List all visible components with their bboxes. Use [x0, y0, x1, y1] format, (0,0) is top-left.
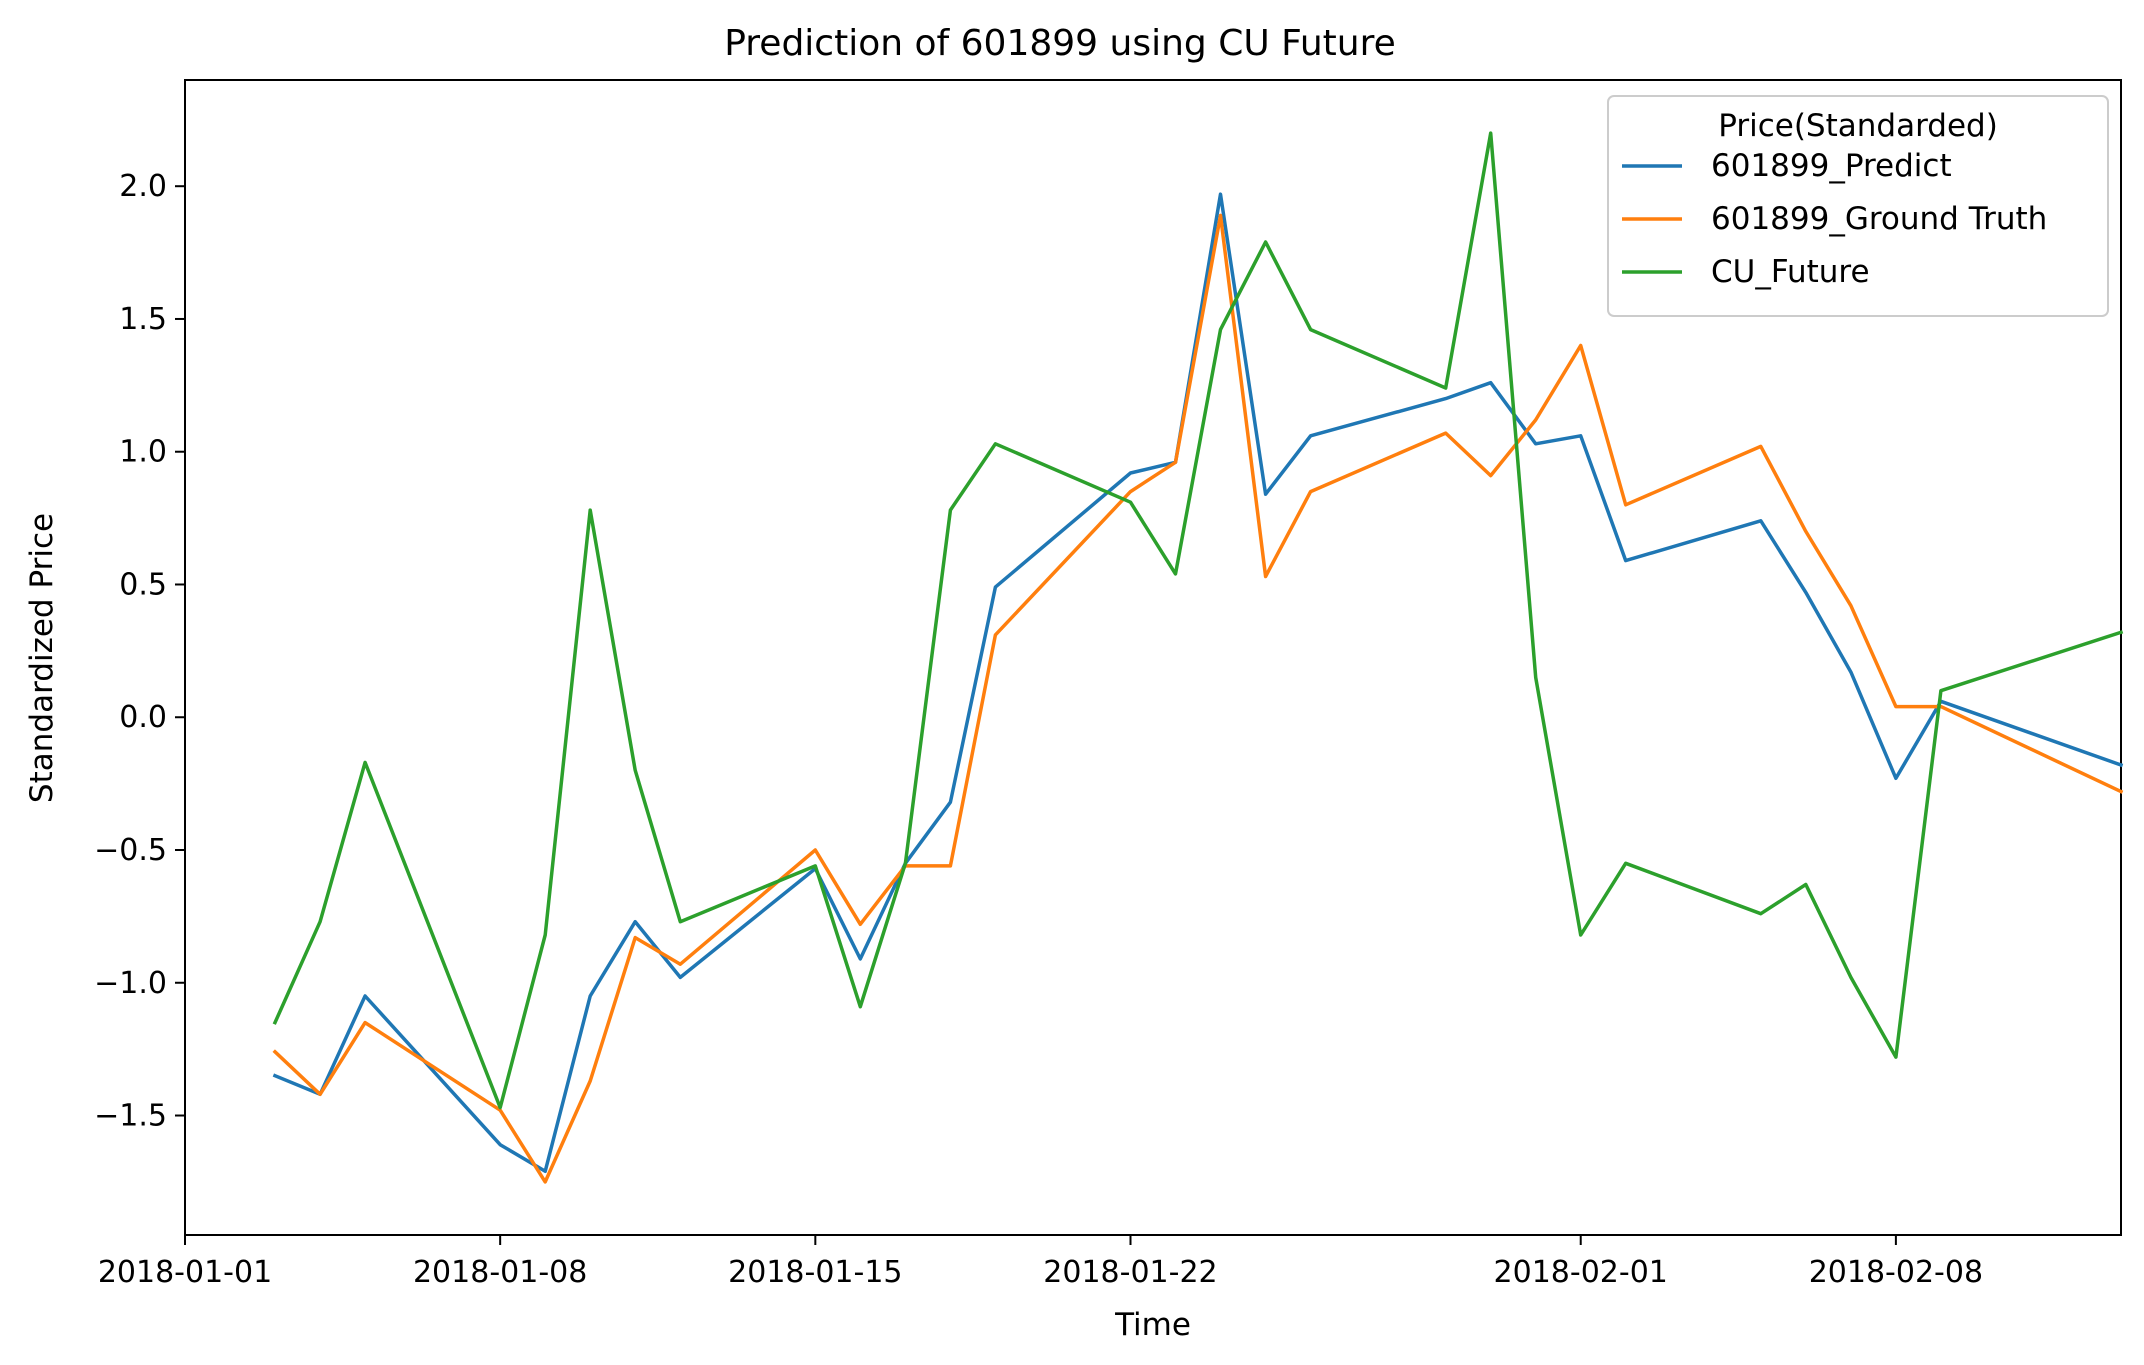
y-tick-label: −1.5: [94, 1099, 167, 1134]
legend-label: 601899_Predict: [1711, 148, 1952, 184]
plot-area: [184, 79, 2122, 1236]
y-tick-label: 1.5: [119, 302, 167, 337]
legend-box: [1607, 95, 2109, 317]
x-tick-label: 2018-02-01: [1494, 1255, 1668, 1290]
legend-label: 601899_Ground Truth: [1711, 201, 2047, 237]
x-axis-label: Time: [1114, 1307, 1191, 1343]
x-tick-label: 2018-02-08: [1809, 1255, 1983, 1290]
x-tick-label: 2018-01-01: [98, 1255, 272, 1290]
y-tick-label: −0.5: [94, 833, 167, 868]
legend-label: CU_Future: [1711, 254, 1870, 290]
y-axis-ticks: −1.5 −1.0 −0.5 0.0 0.5 1.0 1.5 2.0: [94, 169, 185, 1134]
x-axis-ticks: 2018-01-01 2018-01-08 2018-01-15 2018-01-22…: [98, 1235, 1983, 1290]
y-tick-label: 2.0: [119, 169, 167, 204]
y-tick-label: −1.0: [94, 966, 167, 1001]
x-tick-label: 2018-01-22: [1043, 1255, 1217, 1290]
x-tick-label: 2018-01-08: [413, 1255, 587, 1290]
series-line-601899-ground-truth: [272, 213, 2124, 1184]
chart-title: Prediction of 601899 using CU Future: [724, 23, 1396, 64]
y-axis-label: Standardized Price: [24, 513, 60, 803]
series-line-cu-future: [272, 131, 2124, 1110]
legend-items: 601899_Predict 601899_Ground Truth CU_Futu…: [1622, 148, 2047, 290]
y-tick-label: 0.5: [119, 567, 167, 602]
legend: Price(Standarded) 601899_Predict 601899_G…: [1607, 95, 2109, 317]
legend-title: Price(Standarded): [1718, 108, 1998, 144]
x-tick-label: 2018-01-15: [728, 1255, 902, 1290]
y-tick-label: 0.0: [119, 700, 167, 735]
y-tick-label: 1.0: [119, 435, 167, 470]
series-layer: [272, 131, 2124, 1184]
plot-frame: [184, 79, 2122, 1236]
